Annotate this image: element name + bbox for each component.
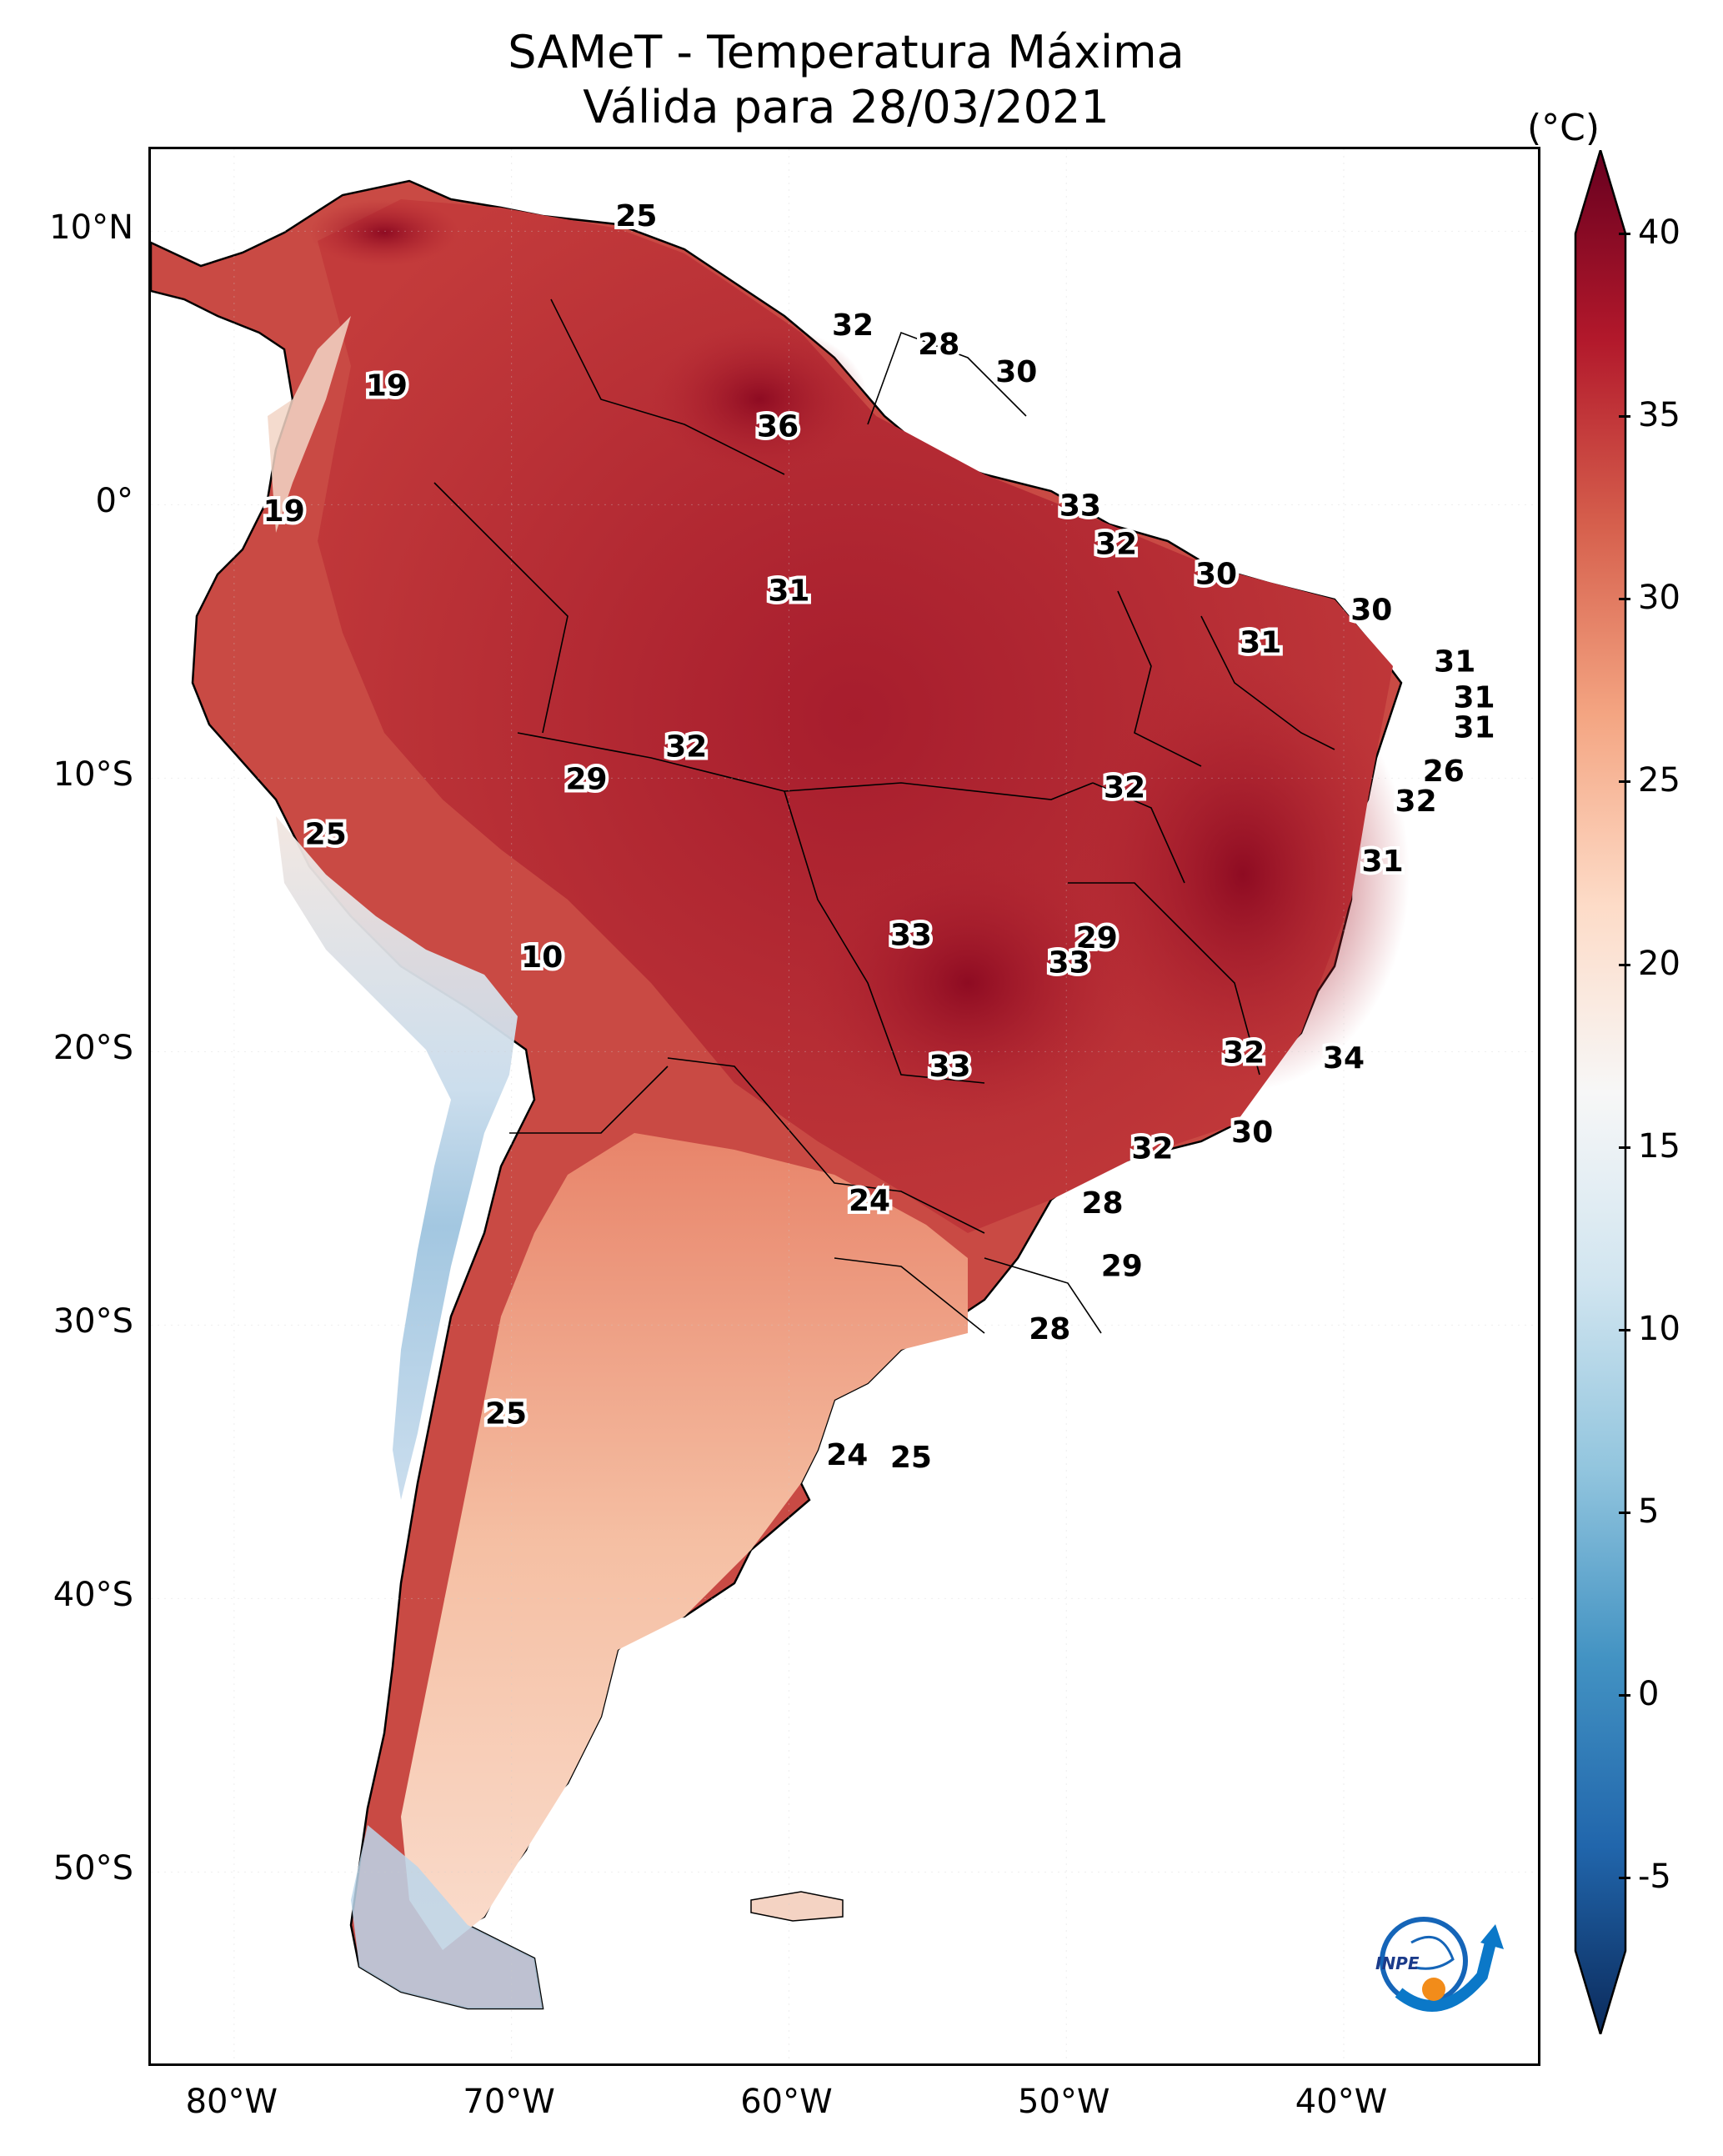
title-line-2: Válida para 28/03/2021 bbox=[583, 81, 1109, 133]
contour-label: 33 bbox=[1059, 489, 1101, 524]
contour-label: 32 bbox=[1104, 771, 1145, 805]
andes-cold-band bbox=[276, 816, 518, 1500]
contour-label: 32 bbox=[1131, 1132, 1173, 1166]
contour-label: 32 bbox=[1395, 785, 1437, 819]
latitude-tick-label: 40°S bbox=[53, 1576, 133, 1615]
latitude-tick-label: 10°N bbox=[49, 208, 133, 248]
colorbar-tick-label: 30 bbox=[1638, 579, 1680, 618]
colorbar-tick-label: 10 bbox=[1638, 1309, 1680, 1348]
colorbar-tick-mark bbox=[1619, 1512, 1630, 1515]
contour-label: 33 bbox=[890, 919, 932, 953]
latitude-tick-label: 30°S bbox=[53, 1302, 133, 1341]
contour-label: 30 bbox=[1231, 1116, 1273, 1150]
contour-label: 25 bbox=[890, 1441, 932, 1475]
contour-label: 10 bbox=[521, 940, 563, 975]
contour-label: 34 bbox=[1323, 1041, 1365, 1075]
patagonia-cold bbox=[351, 1825, 543, 2008]
hot-core-brazil-east bbox=[1076, 658, 1410, 1091]
inpe-logo-text: INPE bbox=[1375, 1953, 1420, 1973]
contour-label: 30 bbox=[1195, 558, 1237, 592]
contour-label: 29 bbox=[1076, 921, 1118, 955]
contour-label: 25 bbox=[485, 1397, 527, 1431]
contour-label: 25 bbox=[615, 199, 657, 233]
colorbar-tick-label: 40 bbox=[1638, 213, 1680, 252]
latitude-tick-label: 20°S bbox=[53, 1029, 133, 1068]
colorbar-tick-mark bbox=[1619, 1694, 1630, 1697]
contour-label: 19 bbox=[263, 494, 305, 529]
contour-label: 31 bbox=[1453, 680, 1495, 714]
colorbar-tick-label: 35 bbox=[1638, 396, 1680, 435]
colorbar-body bbox=[1574, 150, 1627, 2034]
southern-cone-warm bbox=[401, 1133, 968, 1950]
colorbar-tick-mark bbox=[1619, 963, 1630, 966]
contour-label: 31 bbox=[1362, 845, 1404, 879]
longitude-tick-label: 80°W bbox=[185, 2083, 278, 2121]
colorbar bbox=[1574, 150, 1627, 2034]
contour-label: 31 bbox=[1240, 626, 1281, 660]
hot-core-venezuela bbox=[309, 199, 459, 266]
inpe-logo: INPE bbox=[1375, 1917, 1504, 2012]
longitude-tick-label: 40°W bbox=[1295, 2083, 1388, 2121]
colorbar-tick-mark bbox=[1619, 780, 1630, 784]
title-line-1: SAMeT - Temperatura Máxima bbox=[508, 26, 1185, 78]
colorbar-tick-label: -5 bbox=[1638, 1858, 1671, 1897]
contour-label: 30 bbox=[1350, 593, 1392, 627]
longitude-tick-label: 50°W bbox=[1018, 2083, 1110, 2121]
contour-label: 32 bbox=[1095, 528, 1137, 562]
contour-label: 32 bbox=[1223, 1036, 1265, 1070]
contour-label: 32 bbox=[832, 308, 874, 343]
contour-label: 33 bbox=[929, 1050, 970, 1084]
contour-label: 33 bbox=[1049, 945, 1090, 980]
latitude-tick-label: 0° bbox=[95, 482, 133, 521]
contour-label: 28 bbox=[1029, 1312, 1070, 1346]
colorbar-tick-label: 0 bbox=[1638, 1675, 1660, 1714]
contour-label: 29 bbox=[565, 763, 607, 797]
contour-label: 24 bbox=[826, 1438, 868, 1472]
national-borders bbox=[433, 298, 1335, 1334]
colorbar-tick-label: 5 bbox=[1638, 1492, 1660, 1532]
colorbar-tick-mark bbox=[1619, 598, 1630, 601]
colorbar-tick-label: 20 bbox=[1638, 944, 1680, 983]
contour-label: 25 bbox=[305, 817, 347, 851]
colorbar-tick-mark bbox=[1619, 1146, 1630, 1149]
chart-title: SAMeT - Temperatura Máxima Válida para 2… bbox=[150, 25, 1542, 135]
contour-label: 24 bbox=[849, 1184, 890, 1218]
colorbar-tick-mark bbox=[1619, 415, 1630, 419]
colorbar-tick-mark bbox=[1619, 1877, 1630, 1880]
latitude-tick-label: 50°S bbox=[53, 1849, 133, 1888]
colorbar-tick-label: 15 bbox=[1638, 1126, 1680, 1166]
map-gridlines bbox=[151, 149, 1538, 2063]
contour-label: 28 bbox=[918, 328, 959, 362]
contour-label: 28 bbox=[1081, 1186, 1123, 1221]
longitude-tick-label: 70°W bbox=[463, 2083, 555, 2121]
contour-label: 31 bbox=[768, 574, 809, 608]
falkland-islands bbox=[750, 1891, 844, 1922]
contour-label: 31 bbox=[1453, 710, 1495, 745]
latitude-tick-label: 10°S bbox=[53, 755, 133, 795]
colorbar-tick-mark bbox=[1619, 233, 1630, 235]
contour-label: 29 bbox=[1101, 1250, 1143, 1284]
colombia-highlands bbox=[268, 316, 351, 533]
contour-label: 26 bbox=[1423, 755, 1465, 789]
hot-core-north bbox=[651, 324, 868, 474]
contour-label: 31 bbox=[1434, 645, 1475, 679]
contour-label: 36 bbox=[757, 410, 799, 444]
contour-label: 30 bbox=[995, 355, 1037, 389]
hot-core-central bbox=[801, 841, 1134, 1125]
colorbar-tick-label: 25 bbox=[1638, 761, 1680, 800]
colorbar-tick-mark bbox=[1619, 1328, 1630, 1331]
contour-label: 32 bbox=[665, 730, 707, 764]
colorbar-unit: (°C) bbox=[1527, 107, 1600, 149]
map-panel: 25 19 32 28 30 36 19 33 32 30 31 30 31 31 31 31 32 26 29 32… bbox=[148, 147, 1540, 2066]
contour-label: 19 bbox=[366, 369, 408, 403]
longitude-tick-label: 60°W bbox=[740, 2083, 833, 2121]
